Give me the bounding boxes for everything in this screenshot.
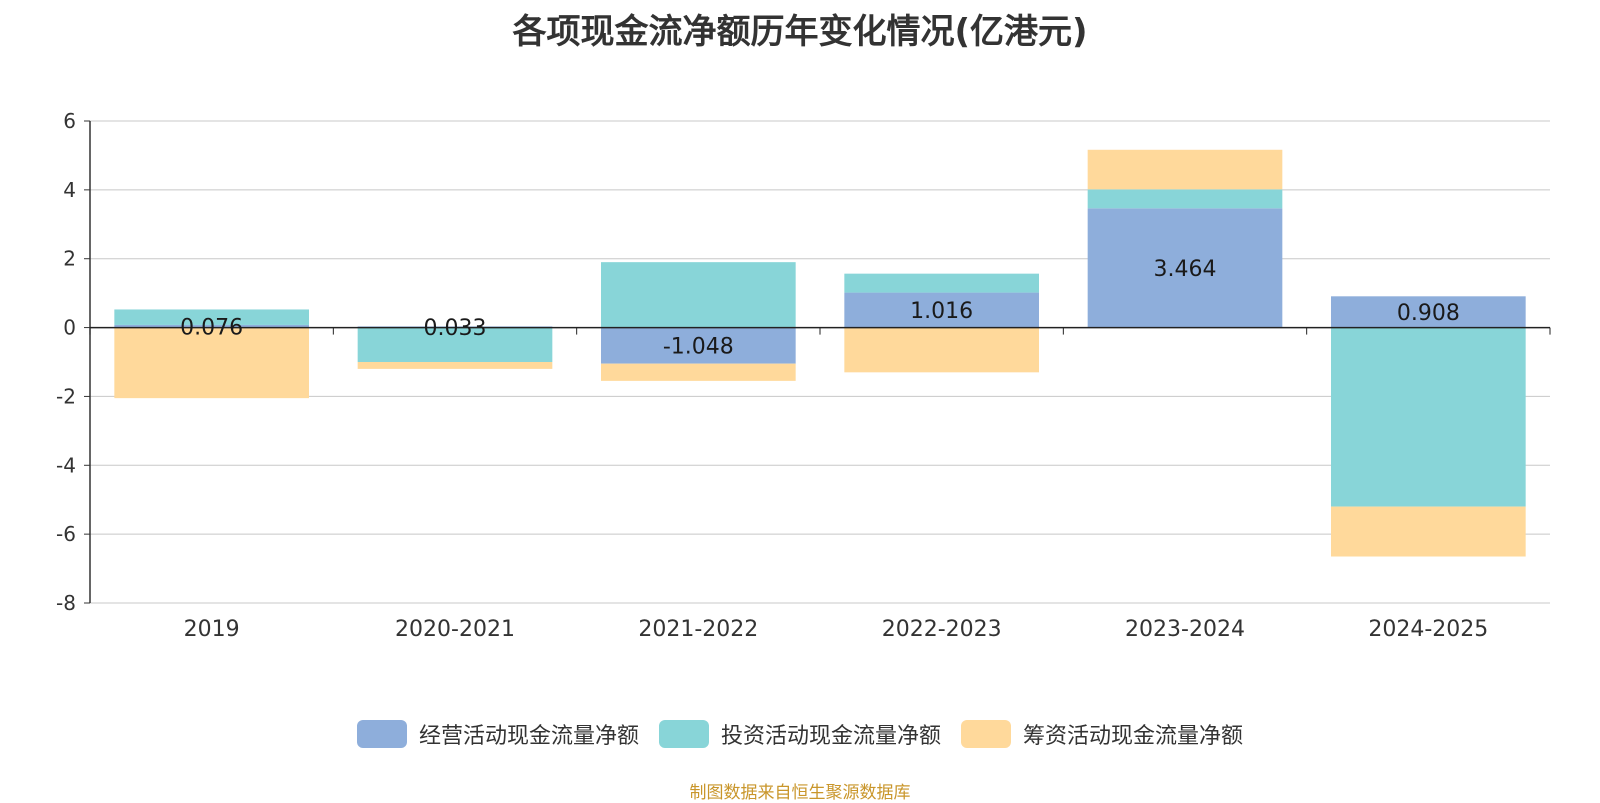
x-tick-label: 2021-2022 [638, 617, 758, 642]
legend-item-financing[interactable]: 筹资活动现金流量净额 [961, 718, 1243, 750]
bar-financing [601, 363, 796, 381]
y-tick-label: 6 [63, 109, 76, 133]
bar-operating [844, 292, 1039, 328]
x-tick-label: 2022-2023 [882, 617, 1002, 642]
legend-swatch-financing [961, 720, 1011, 748]
bar-financing [1331, 506, 1526, 557]
data-label: 0.033 [424, 316, 487, 341]
legend-label-investing: 投资活动现金流量净额 [720, 724, 941, 749]
bar-financing [1087, 149, 1283, 190]
bar-financing [114, 327, 309, 399]
x-tick-label: 2020-2021 [395, 617, 515, 642]
bar-financing [357, 362, 553, 369]
bar-operating [1087, 208, 1283, 328]
x-tick-label: 2024-2025 [1368, 617, 1488, 642]
legend-swatch-operating [356, 720, 407, 748]
bar-investing [844, 273, 1039, 293]
bar-investing [1087, 189, 1283, 209]
bar-operating [601, 327, 796, 364]
x-tick-label: 2019 [184, 617, 240, 642]
legend-swatch-investing [658, 720, 709, 748]
y-tick-label: 4 [63, 178, 76, 202]
chart-title: 各项现金流净额历年变化情况(亿港元) [512, 12, 1088, 52]
bar-investing [114, 309, 309, 325]
data-label: 0.076 [180, 315, 243, 340]
data-label: 3.464 [1154, 257, 1217, 282]
data-source-note: 制图数据来自恒生聚源数据库 [689, 783, 911, 803]
y-tick-label: 2 [63, 247, 76, 271]
legend-item-operating[interactable]: 经营活动现金流量净额 [356, 718, 639, 750]
legend-label-operating: 经营活动现金流量净额 [418, 724, 639, 749]
legend: 经营活动现金流量净额 投资活动现金流量净额 筹资活动现金流量净额 [0, 718, 1600, 750]
bar-chart: 6 4 2 0 -2 -4 -6 -8 0.076 0.033 -1.048 1.016 3.464 0.… [56, 109, 1551, 642]
bar-investing [1331, 327, 1526, 507]
data-label: 1.016 [910, 299, 973, 324]
bar-operating [114, 324, 309, 328]
data-label: 0.908 [1397, 301, 1460, 326]
y-tick-label: 0 [63, 316, 76, 340]
legend-label-financing: 筹资活动现金流量净额 [1023, 724, 1244, 749]
bar-operating [1331, 296, 1526, 328]
y-tick-label: -2 [56, 384, 76, 408]
bar-investing [601, 262, 796, 328]
bar-investing [357, 327, 553, 362]
y-tick-label: -8 [56, 591, 76, 615]
data-label: -1.048 [663, 335, 734, 360]
bar-financing [844, 327, 1039, 373]
x-tick-label: 2023-2024 [1125, 617, 1245, 642]
y-tick-label: -6 [56, 522, 76, 546]
legend-item-investing[interactable]: 投资活动现金流量净额 [658, 718, 941, 750]
y-tick-label: -4 [56, 453, 76, 477]
